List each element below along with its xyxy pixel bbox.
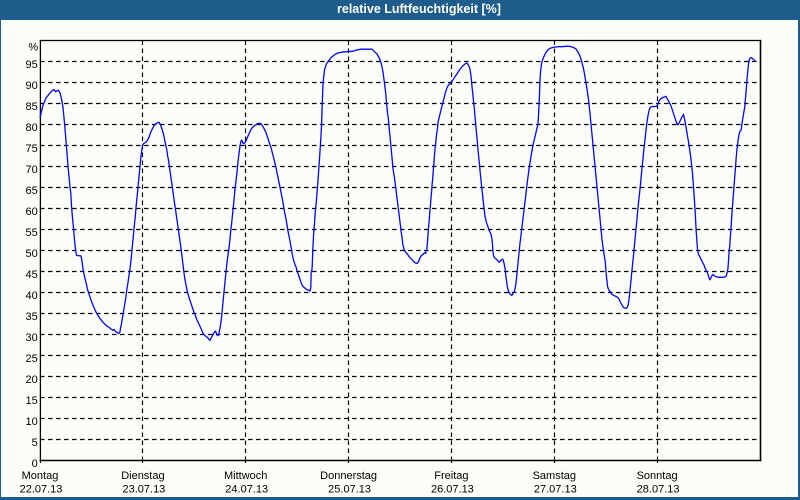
svg-text:45: 45 [26,269,38,281]
svg-text:60: 60 [26,206,38,218]
svg-text:50: 50 [26,248,38,260]
svg-text:75: 75 [26,143,38,155]
svg-text:80: 80 [26,122,38,134]
svg-text:Freitag: Freitag [434,470,468,482]
svg-text:55: 55 [26,227,38,239]
svg-text:Sonntag: Sonntag [637,470,678,482]
svg-text:Mittwoch: Mittwoch [224,470,267,482]
svg-text:15: 15 [26,395,38,407]
svg-text:Donnerstag: Donnerstag [320,470,377,482]
svg-text:26.07.13: 26.07.13 [431,484,474,496]
svg-text:85: 85 [26,101,38,113]
svg-text:90: 90 [26,80,38,92]
svg-text:24.07.13: 24.07.13 [225,484,268,496]
svg-text:35: 35 [26,311,38,323]
svg-text:25.07.13: 25.07.13 [328,484,371,496]
svg-text:23.07.13: 23.07.13 [122,484,165,496]
svg-text:20: 20 [26,374,38,386]
svg-text:Dienstag: Dienstag [121,470,164,482]
svg-text:Samstag: Samstag [533,470,576,482]
svg-text:25: 25 [26,353,38,365]
svg-text:40: 40 [26,290,38,302]
svg-text:%: % [28,41,38,53]
svg-text:65: 65 [26,185,38,197]
svg-text:30: 30 [26,332,38,344]
svg-text:95: 95 [26,59,38,71]
svg-text:0: 0 [32,458,38,470]
svg-text:5: 5 [32,437,38,449]
svg-text:22.07.13: 22.07.13 [20,484,63,496]
svg-text:70: 70 [26,164,38,176]
svg-text:28.07.13: 28.07.13 [637,484,680,496]
svg-text:Montag: Montag [22,470,59,482]
svg-text:10: 10 [26,416,38,428]
svg-text:27.07.13: 27.07.13 [534,484,577,496]
